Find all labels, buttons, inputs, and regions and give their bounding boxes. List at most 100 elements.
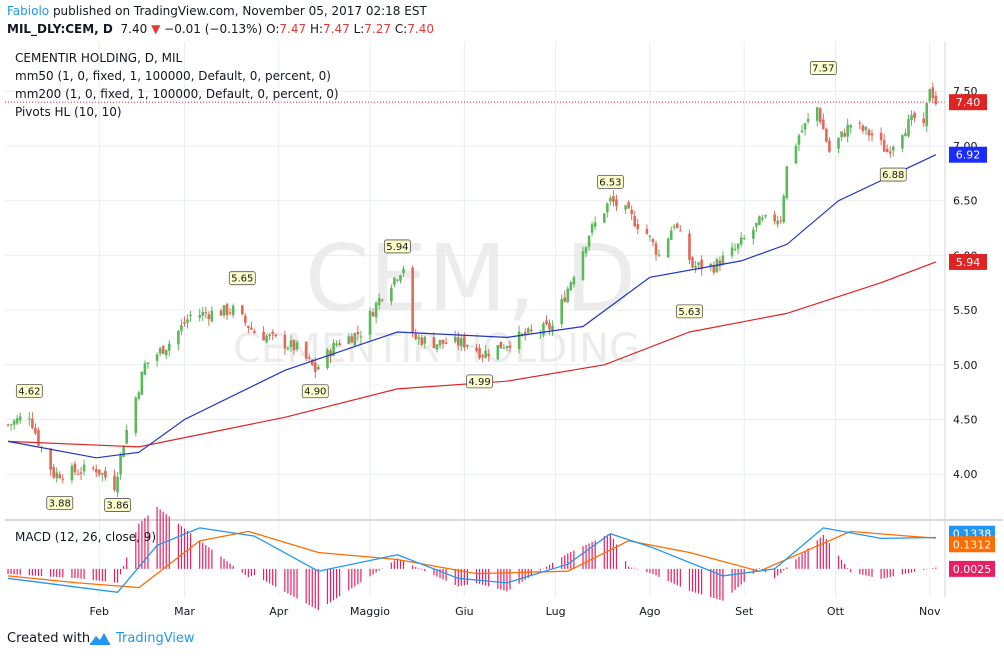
- candle-body: [818, 108, 822, 123]
- candle-body: [545, 320, 548, 325]
- candle-body: [481, 355, 484, 358]
- candle-body: [815, 107, 819, 121]
- candle-body: [551, 325, 554, 331]
- candle-body: [164, 349, 168, 356]
- candle-body: [146, 362, 150, 364]
- candle-body: [441, 339, 445, 344]
- candle-body: [758, 216, 761, 226]
- pivot-label: 6.53: [599, 177, 621, 188]
- y-axis-tick-label: 5.50: [953, 304, 978, 317]
- candle-body: [286, 347, 290, 350]
- legend-mm200[interactable]: mm200 (1, 0, fixed, 1, 100000, Default, …: [15, 87, 339, 101]
- candle-body: [353, 333, 357, 346]
- macd-marker: [949, 560, 995, 577]
- pivot-label-box: [466, 374, 493, 389]
- candle-body: [52, 467, 55, 478]
- candle-body: [542, 323, 545, 336]
- candle-body: [61, 478, 65, 480]
- candle-body: [922, 118, 926, 124]
- candle-body: [615, 199, 618, 207]
- author-link[interactable]: Fabiolo: [7, 4, 50, 18]
- publish-info: Fabiolo published on TradingView.com, No…: [7, 4, 427, 18]
- candle-body: [198, 315, 201, 318]
- candle-body: [414, 333, 417, 339]
- candle-body: [250, 327, 253, 330]
- candle-body: [666, 238, 670, 258]
- candle-body: [371, 312, 375, 317]
- candle-body: [335, 343, 338, 345]
- candle-body: [140, 371, 144, 395]
- candle-body: [82, 464, 86, 472]
- candle-body: [572, 277, 576, 285]
- tradingview-logo-icon[interactable]: [88, 630, 112, 648]
- price-marker-label: 6.92: [956, 149, 981, 162]
- candle-body: [694, 266, 697, 268]
- mm200-line: [7, 261, 937, 448]
- candle-body: [736, 243, 740, 249]
- x-axis-tick-label: Giu: [455, 605, 474, 618]
- candle-body: [669, 230, 673, 240]
- candle-body: [231, 305, 235, 316]
- candle-body: [79, 472, 83, 474]
- x-axis-tick-label: Nov: [919, 605, 941, 618]
- candle-body: [505, 346, 509, 349]
- footer: Created with TradingView: [0, 622, 1004, 656]
- candle-body: [624, 205, 627, 210]
- pivot-label: 5.63: [678, 307, 700, 318]
- close-value: 7.40: [407, 22, 434, 36]
- x-axis-tick-label: Ago: [639, 605, 661, 618]
- price-marker: [949, 146, 987, 163]
- candle-body: [347, 336, 351, 344]
- candle-body: [49, 448, 52, 470]
- candle-body: [268, 334, 271, 337]
- open-value: 7.47: [279, 22, 307, 36]
- legend-mm50[interactable]: mm50 (1, 0, fixed, 1, 100000, Default, 0…: [15, 69, 331, 83]
- candle-body: [712, 265, 716, 273]
- candle-body: [432, 337, 436, 349]
- candle-body: [526, 328, 530, 333]
- candle-body: [460, 338, 463, 347]
- candle-body: [201, 311, 205, 316]
- candle-body: [37, 430, 40, 446]
- candle-body: [247, 325, 250, 328]
- tradingview-link[interactable]: TradingView: [116, 631, 195, 646]
- candle-body: [31, 418, 34, 429]
- candle-body: [374, 302, 378, 318]
- price-marker-label: 5.94: [956, 256, 981, 269]
- candle-body: [444, 342, 448, 344]
- candle-body: [739, 237, 743, 245]
- candle-body: [581, 251, 585, 280]
- macd-marker: [949, 536, 995, 553]
- candle-body: [636, 224, 640, 230]
- candle-body: [244, 315, 247, 323]
- macd-line: [7, 527, 936, 593]
- candle-body: [189, 314, 192, 317]
- pivot-label-box: [879, 167, 907, 182]
- candle-body: [867, 130, 871, 136]
- candle-body: [879, 132, 883, 141]
- candle-body: [508, 345, 512, 348]
- candle-body: [253, 331, 256, 334]
- candle-body: [529, 329, 533, 332]
- legend-pivots[interactable]: Pivots HL (10, 10): [15, 105, 122, 119]
- candle-body: [119, 453, 122, 475]
- candle-body: [593, 222, 597, 227]
- high-label: H:: [309, 22, 324, 36]
- candle-body: [304, 341, 308, 359]
- change-value: −0.01 (−0.13%): [164, 22, 263, 36]
- candle-body: [843, 133, 846, 137]
- legend-macd[interactable]: MACD (12, 26, close, 9): [15, 530, 157, 544]
- chart-area[interactable]: CEM, D CEMENTIR HOLDING 4.00 4.50 5.00 5.50 6.…: [5, 42, 1003, 622]
- candle-body: [891, 146, 895, 151]
- pivot-label: 6.88: [882, 170, 904, 181]
- last-price: 7.40: [120, 22, 148, 36]
- candle-body: [806, 118, 810, 122]
- x-axis-tick-label: Set: [735, 605, 754, 618]
- candle-body: [633, 215, 637, 227]
- candle-body: [651, 239, 655, 243]
- candle-body: [913, 112, 916, 119]
- candle-body: [800, 130, 804, 133]
- candle-body: [907, 118, 910, 137]
- candle-body: [563, 297, 567, 302]
